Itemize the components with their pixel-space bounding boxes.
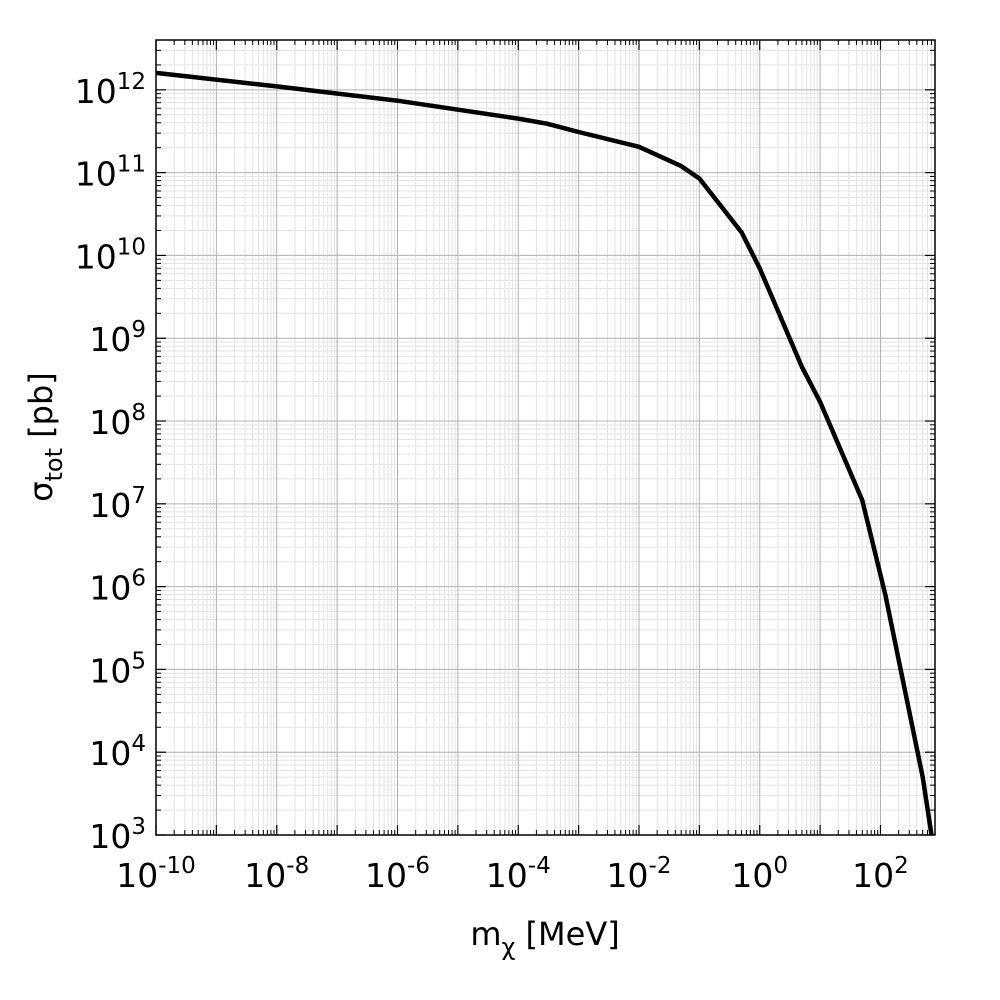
x-tick-label: 10-6 — [365, 853, 430, 895]
x-tick-label: 10-2 — [607, 853, 672, 895]
x-axis-title-main: m — [470, 915, 501, 953]
y-tick-label: 109 — [89, 317, 146, 359]
y-tick-label: 108 — [89, 400, 146, 442]
x-axis-title-rest: [MeV] — [515, 915, 619, 953]
y-tick-label: 104 — [89, 731, 146, 773]
tick-marks — [155, 39, 936, 836]
y-axis-title-rest: [pb] — [22, 372, 60, 448]
x-axis-title: mχ [MeV] — [470, 915, 619, 961]
plot-frame — [155, 39, 936, 836]
x-tick-label: 10-4 — [486, 853, 551, 895]
x-tick-label: 102 — [852, 853, 909, 895]
x-axis-title-sub: χ — [501, 933, 515, 961]
series-line — [155, 70, 934, 836]
y-tick-label: 1011 — [75, 152, 146, 194]
y-axis-title: σtot [pb] — [22, 372, 68, 502]
y-tick-label: 1010 — [75, 234, 146, 276]
y-tick-label: 103 — [89, 814, 146, 856]
series-layer — [155, 70, 934, 836]
x-tick-label: 100 — [731, 853, 788, 895]
x-tick-label: 10-10 — [116, 853, 196, 895]
plot-background — [156, 40, 935, 835]
y-tick-label: 106 — [89, 566, 146, 608]
y-axis-title-main: σ — [22, 482, 60, 502]
y-tick-label: 105 — [89, 648, 146, 690]
y-tick-label: 1012 — [75, 69, 146, 111]
x-tick-labels: 10-10 10-8 10-6 10-4 10-2 100 102 — [116, 853, 909, 895]
y-tick-labels: 103 104 105 106 107 108 109 1010 1011 1012 — [75, 69, 146, 856]
y-axis-title-sub: tot — [40, 448, 68, 482]
major-grid — [155, 40, 935, 836]
x-tick-label: 10-8 — [244, 853, 309, 895]
y-tick-label: 107 — [89, 483, 146, 525]
